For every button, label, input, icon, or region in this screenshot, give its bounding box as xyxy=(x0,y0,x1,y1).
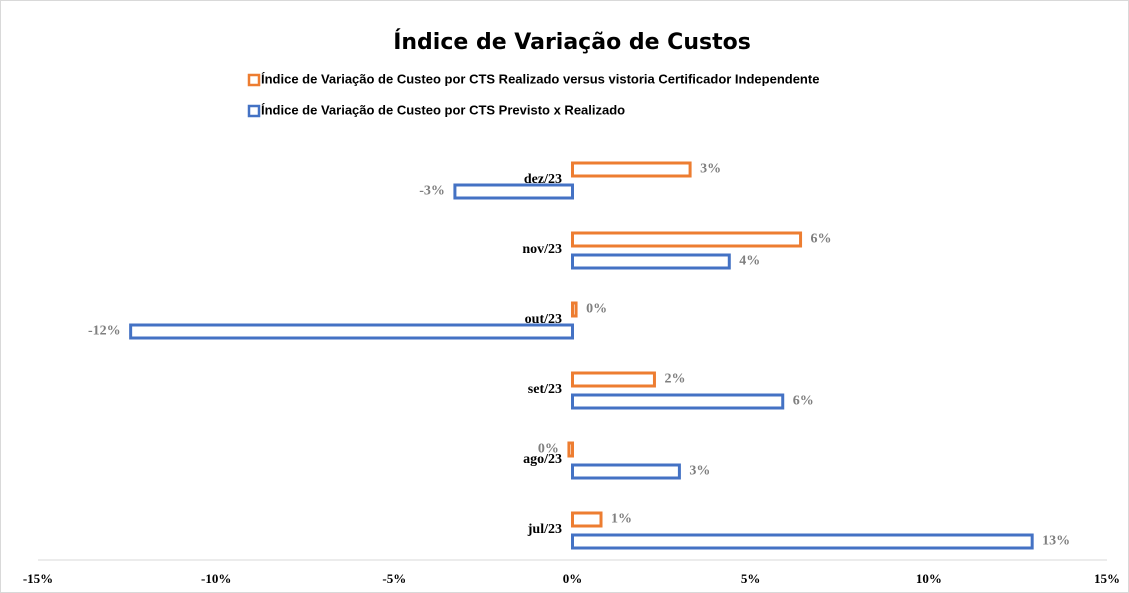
bar xyxy=(571,301,578,318)
value-label: 1% xyxy=(611,512,632,527)
value-label: 2% xyxy=(664,372,685,387)
value-label: 0% xyxy=(538,442,559,457)
value-label: 0% xyxy=(586,302,607,317)
legend-swatch xyxy=(247,73,261,87)
value-label: -3% xyxy=(419,184,445,199)
x-tick-label: -15% xyxy=(23,571,53,586)
bar xyxy=(571,533,1034,550)
y-tick-label: out/23 xyxy=(525,312,562,327)
value-label: 13% xyxy=(1042,534,1070,549)
value-label: -12% xyxy=(88,324,121,339)
value-label: 3% xyxy=(700,162,721,177)
x-tick-label: 0% xyxy=(563,571,583,586)
y-tick-label: dez/23 xyxy=(524,172,562,187)
y-tick-label: ago/23 xyxy=(523,452,562,467)
bar xyxy=(453,183,574,200)
bar xyxy=(571,511,603,528)
x-tick-label: 5% xyxy=(741,571,761,586)
x-tick-label: 15% xyxy=(1094,571,1120,586)
bar xyxy=(571,371,656,388)
x-tick-label: -5% xyxy=(382,571,406,586)
bar xyxy=(567,441,574,458)
x-tick-label: -10% xyxy=(201,571,231,586)
bar xyxy=(571,161,692,178)
y-tick-label: nov/23 xyxy=(522,242,562,257)
bar xyxy=(571,393,785,410)
y-tick-label: jul/23 xyxy=(527,522,562,537)
bar xyxy=(571,253,731,270)
legend-label: Índice de Variação de Custeo por CTS Pre… xyxy=(261,102,625,117)
value-label: 3% xyxy=(689,464,710,479)
value-label: 4% xyxy=(739,254,760,269)
value-label: 6% xyxy=(811,232,832,247)
legend-swatch xyxy=(247,104,261,118)
y-tick-label: set/23 xyxy=(528,382,562,397)
bar xyxy=(571,231,803,248)
legend-label: Índice de Variação de Custeo por CTS Rea… xyxy=(261,71,819,86)
bar xyxy=(571,463,681,480)
chart-title: Índice de Variação de Custos xyxy=(393,29,751,55)
x-tick-label: 10% xyxy=(916,571,942,586)
value-label: 6% xyxy=(793,394,814,409)
bar xyxy=(129,323,574,340)
